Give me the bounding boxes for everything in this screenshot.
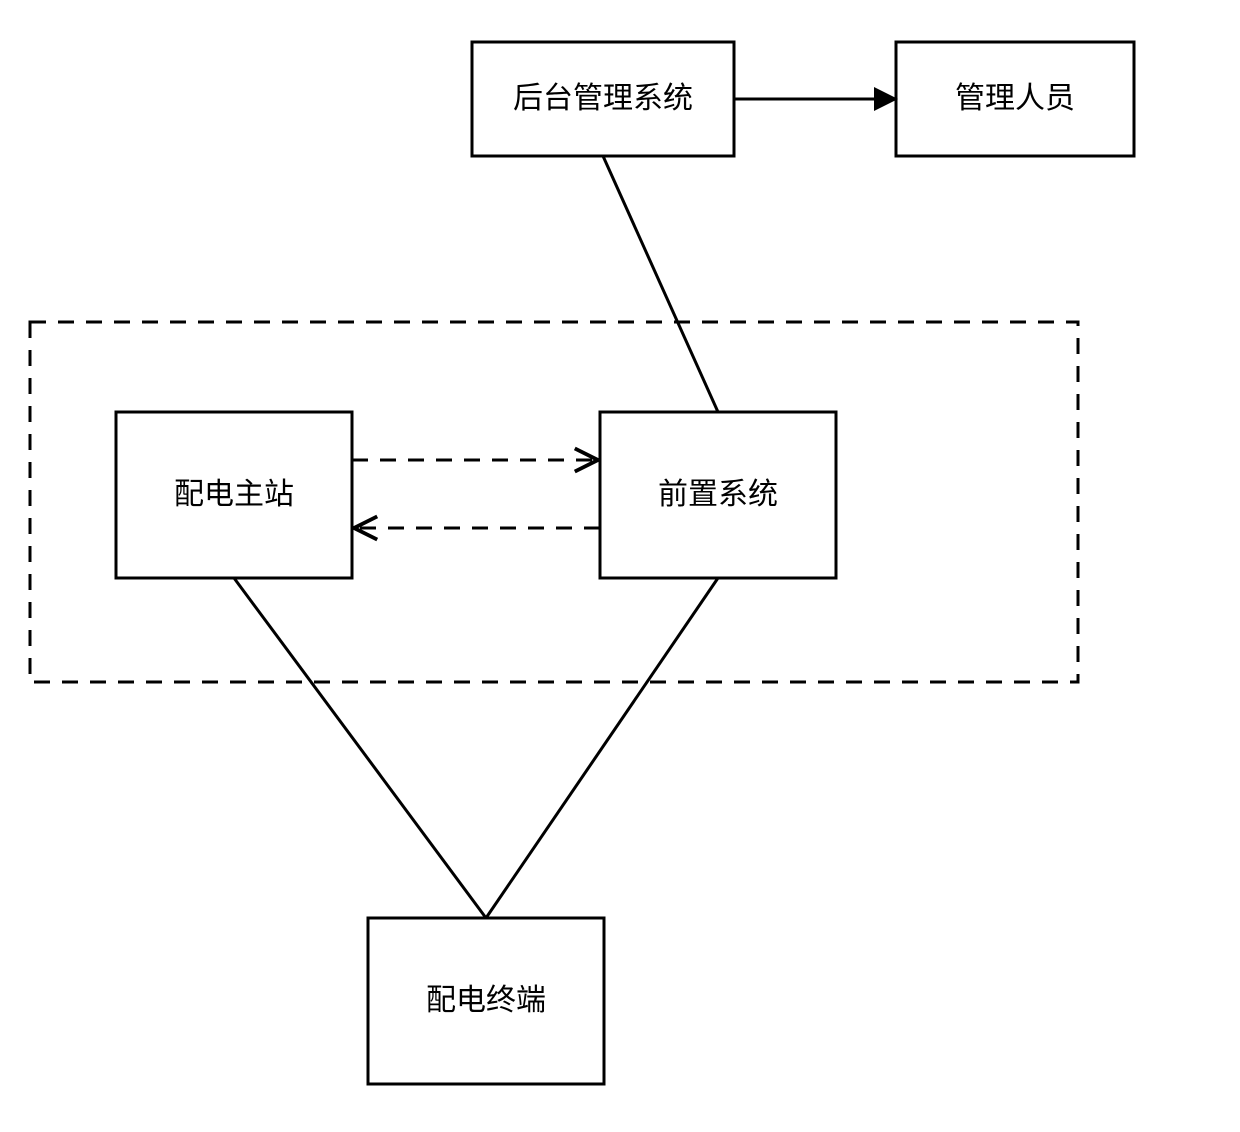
node-backend: 后台管理系统 — [472, 42, 734, 156]
node-admin: 管理人员 — [896, 42, 1134, 156]
node-terminal: 配电终端 — [368, 918, 604, 1084]
backend-label: 后台管理系统 — [513, 82, 693, 115]
node-master: 配电主站 — [116, 412, 352, 578]
master-label: 配电主站 — [174, 478, 294, 511]
front-label: 前置系统 — [658, 478, 778, 511]
system-diagram: 后台管理系统 管理人员 配电主站 前置系统 配电终端 — [0, 0, 1240, 1132]
node-front: 前置系统 — [600, 412, 836, 578]
admin-label: 管理人员 — [955, 82, 1075, 115]
terminal-label: 配电终端 — [426, 984, 546, 1017]
